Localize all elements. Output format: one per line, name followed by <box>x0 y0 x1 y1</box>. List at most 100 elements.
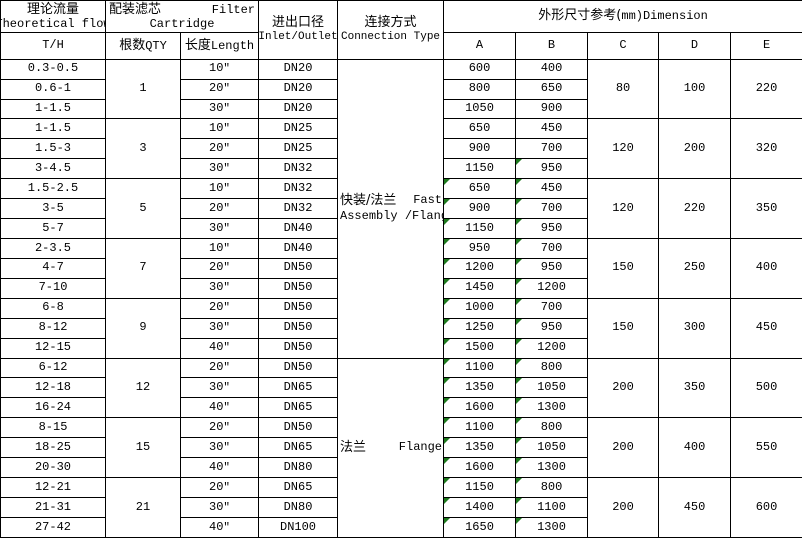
comment-marker-icon <box>516 219 523 226</box>
cell-dimension-a: 1150 <box>443 477 517 498</box>
cell-cartridge-length: 30″ <box>179 377 260 399</box>
cell-cartridge-qty: 12 <box>105 357 181 419</box>
value-theoretical-flow: 21-31 <box>34 499 71 514</box>
comment-marker-icon <box>516 518 523 524</box>
cell-dimension-b: 400 <box>515 58 589 80</box>
value-dimension-b: 1100 <box>537 499 566 514</box>
cell-theoretical-flow: 27-42 <box>0 516 106 538</box>
cell-dimension-a: 1150 <box>443 158 517 180</box>
cell-dimension-d: 220 <box>658 178 732 239</box>
value-inlet-outlet: DN50 <box>283 360 313 375</box>
value-dimension-a: 1100 <box>465 419 494 434</box>
value-dimension-a: 600 <box>468 61 491 76</box>
cell-dimension-b: 950 <box>515 218 589 239</box>
cell-dimension-a: 1000 <box>443 297 517 319</box>
cell-inlet-outlet: DN50 <box>258 297 339 319</box>
value-cartridge-length: 20 <box>209 260 224 275</box>
comment-marker-icon <box>516 199 523 206</box>
table-row: 1.5-2.5 5 10″ DN32 650 450 120 220 350 <box>0 178 802 239</box>
cell-dimension-b: 1050 <box>515 437 589 459</box>
value-inlet-outlet: DN65 <box>283 439 313 454</box>
header-cartridge-line1: 配装滤芯 Filter <box>107 1 258 18</box>
value-inlet-outlet: DN80 <box>283 459 313 474</box>
value-length-unit: ″ <box>223 282 231 295</box>
header-length-en: Length <box>210 38 255 53</box>
header-qty-en: QTY <box>145 38 167 53</box>
connection-type-en: Flange <box>398 439 443 454</box>
value-inlet-outlet: DN50 <box>283 320 313 335</box>
connection-type-cn: 快装/法兰 <box>340 192 397 208</box>
value-cartridge-length: 10 <box>209 61 224 76</box>
cell-inlet-outlet: DN40 <box>258 218 339 239</box>
value-inlet-outlet: DN32 <box>283 180 313 195</box>
table-row: 8-15 15 20″ DN50 1100 800 200 400 550 <box>0 417 802 479</box>
value-dimension-a: 1450 <box>465 280 494 295</box>
table-row: 12-15 40″ DN50 1500 1200 <box>0 337 802 359</box>
value-dimension-b: 950 <box>540 260 563 275</box>
value-inlet-outlet: DN50 <box>283 260 313 275</box>
table-row: 8-12 30″ DN50 1250 950 <box>0 317 802 339</box>
header-cartridge-cn: 配装滤芯 <box>109 1 162 17</box>
comment-marker-icon <box>516 378 523 385</box>
value-dimension-e: 550 <box>755 439 778 454</box>
value-dimension-e: 400 <box>755 260 778 275</box>
value-length-unit: ″ <box>223 382 231 395</box>
value-cartridge-length: 40 <box>209 399 224 414</box>
value-cartridge-length: 30 <box>209 320 224 335</box>
cell-inlet-outlet: DN32 <box>258 158 339 180</box>
header-dim-col-label: E <box>762 38 771 53</box>
cell-cartridge-length: 20″ <box>179 257 260 279</box>
value-inlet-outlet: DN20 <box>283 81 313 96</box>
value-length-unit: ″ <box>223 342 231 355</box>
comment-marker-icon <box>444 259 451 265</box>
value-theoretical-flow: 3-4.5 <box>34 160 71 175</box>
value-inlet-outlet: DN65 <box>283 399 313 414</box>
cell-cartridge-length: 30″ <box>179 158 260 180</box>
value-theoretical-flow: 2-3.5 <box>34 240 71 255</box>
header-connection-type-stack: 连接方式 Connection Type <box>339 15 443 44</box>
cell-theoretical-flow: 8-15 <box>0 417 106 439</box>
cell-dimension-a: 1350 <box>443 437 517 459</box>
cell-dimension-a: 1450 <box>443 277 517 299</box>
header-flow-unit-cell: T/H <box>0 32 106 60</box>
cell-cartridge-length: 30″ <box>179 317 260 339</box>
value-theoretical-flow: 1.5-2.5 <box>27 180 79 195</box>
cell-dimension-a: 1250 <box>443 317 517 339</box>
comment-marker-icon <box>444 199 451 206</box>
value-inlet-outlet: DN25 <box>283 140 313 155</box>
value-dimension-a: 650 <box>468 180 491 195</box>
cell-dimension-b: 950 <box>515 257 589 279</box>
value-cartridge-qty: 15 <box>135 439 151 454</box>
cell-dimension-b: 700 <box>515 198 589 220</box>
comment-marker-icon <box>516 279 523 285</box>
cell-dimension-a: 1500 <box>443 337 517 359</box>
header-dimension-cn: 外形尺寸参考 <box>538 8 617 24</box>
value-dimension-b: 700 <box>540 140 563 155</box>
table-row: 16-24 40″ DN65 1600 1300 <box>0 397 802 419</box>
cell-dimension-b: 950 <box>515 317 589 339</box>
value-dimension-c: 200 <box>612 499 634 514</box>
value-cartridge-length: 20 <box>209 81 224 96</box>
cell-inlet-outlet: DN65 <box>258 477 339 498</box>
header-dim-col-a: A <box>443 32 517 60</box>
cell-dimension-b: 1050 <box>515 377 589 399</box>
comment-marker-icon <box>444 359 451 365</box>
table-row: 21-31 30″ DN80 1400 1100 <box>0 496 802 518</box>
value-theoretical-flow: 4-7 <box>42 260 64 275</box>
header-flow-cn: 理论流量 <box>26 1 79 17</box>
cell-cartridge-length: 20″ <box>179 78 260 100</box>
value-dimension-d: 100 <box>683 81 706 96</box>
connection-type-en: Fast <box>413 192 443 207</box>
value-dimension-e: 220 <box>755 81 778 96</box>
value-length-unit: ″ <box>223 242 231 255</box>
cell-dimension-a: 950 <box>443 238 517 259</box>
cell-cartridge-length: 30″ <box>179 437 260 459</box>
cell-cartridge-length: 10″ <box>179 118 260 140</box>
value-dimension-b: 900 <box>540 101 563 116</box>
value-cartridge-length: 30 <box>209 499 224 514</box>
cell-theoretical-flow: 12-15 <box>0 337 106 359</box>
cell-dimension-b: 1300 <box>515 516 589 538</box>
cell-cartridge-qty: 1 <box>105 58 181 120</box>
cell-cartridge-length: 30″ <box>179 98 260 120</box>
header-dim-col-label: C <box>619 38 627 53</box>
